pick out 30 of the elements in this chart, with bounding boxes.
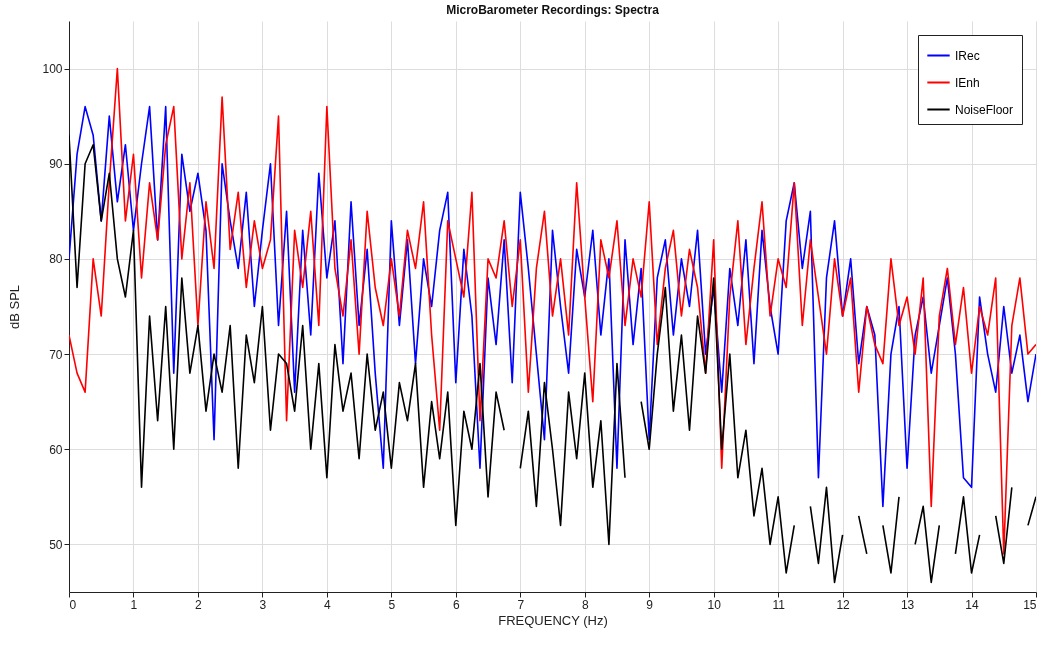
y-tick-label: 50	[49, 537, 63, 552]
x-tick-label: 3	[259, 597, 267, 612]
x-tick-label: 12	[836, 597, 851, 612]
x-tick-label: 9	[646, 597, 654, 612]
legend-label: IEnh	[955, 75, 980, 90]
x-tick-label: 6	[452, 597, 460, 612]
x-tick-label: 2	[195, 597, 203, 612]
x-tick-label: 8	[581, 597, 589, 612]
line-series	[69, 67, 1036, 555]
x-tick-label: 11	[772, 597, 786, 612]
y-tick-label: 100	[42, 62, 63, 77]
x-tick-label: 1	[130, 597, 138, 612]
x-tick-label: 15	[1023, 597, 1037, 612]
x-tick-label: 7	[517, 597, 525, 612]
x-tick-label: 0	[69, 597, 77, 612]
y-tick-label: 60	[49, 442, 63, 457]
y-tick-label: 90	[49, 157, 63, 172]
chart-title: MicroBarometer Recordings: Spectra	[446, 3, 660, 17]
legend-label: NoiseFloor	[955, 102, 1014, 117]
x-tick-label: 10	[707, 597, 722, 612]
x-tick-label: 13	[900, 597, 915, 612]
y-axis-title: dB SPL	[7, 284, 23, 330]
x-tick-label: 4	[324, 597, 332, 612]
line-series	[69, 105, 1036, 508]
y-tick-label: 80	[49, 252, 63, 267]
y-tick-label: 70	[49, 347, 63, 362]
x-tick-label: 5	[388, 597, 396, 612]
x-axis-title: FREQUENCY (Hz)	[498, 612, 608, 628]
legend-label: IRec	[955, 48, 980, 63]
x-tick-label: 14	[965, 597, 980, 612]
